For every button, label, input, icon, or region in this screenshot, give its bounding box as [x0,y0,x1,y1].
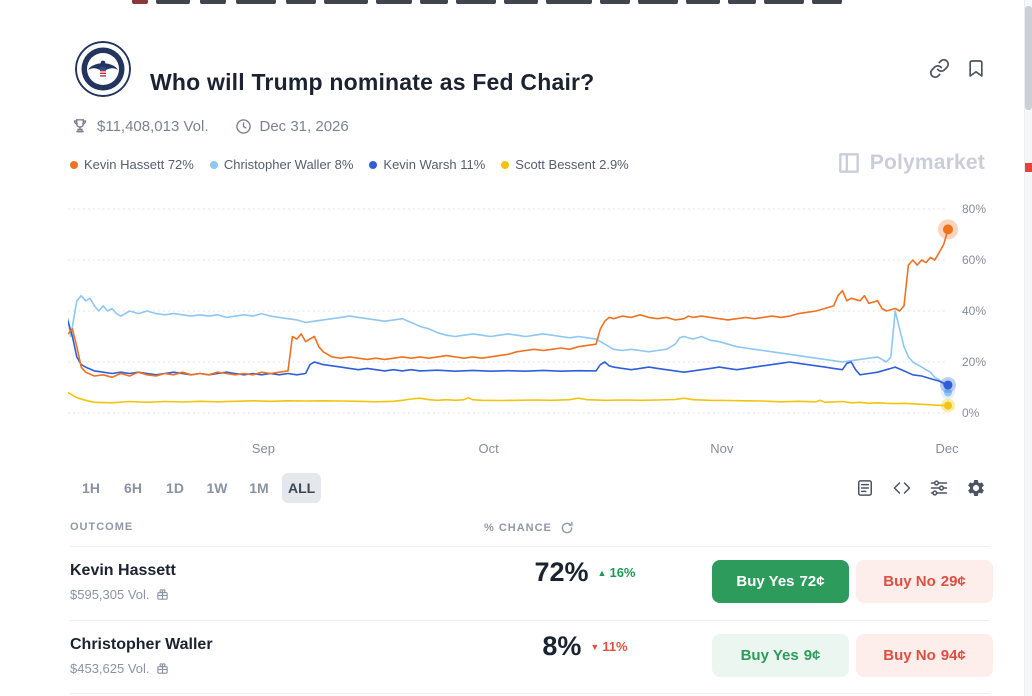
svg-text:60%: 60% [962,253,986,267]
legend-item-warsh: Kevin Warsh 11% [369,157,485,172]
chance-column-header: % CHANCE [484,522,552,534]
polymarket-watermark: Polymarket [836,150,985,176]
legend-label: Christopher Waller 8% [223,157,354,172]
legend-dot [209,160,218,169]
scrollbar-find-marker [1025,163,1032,172]
outcome-volume: $595,305 Vol. [70,587,150,602]
page-title: Who will Trump nominate as Fed Chair? [150,69,595,96]
legend-label: Kevin Hassett 72% [84,157,194,172]
svg-text:20%: 20% [962,355,986,369]
buy-yes-button[interactable]: Buy Yes 9¢ [712,634,849,677]
x-axis-label: Oct [478,441,499,456]
watermark-text: Polymarket [869,151,985,174]
timeframe-selector: 1H 6H 1D 1W 1M ALL [72,473,322,503]
news-button[interactable] [855,478,875,498]
legend-dot [70,160,78,169]
timeframe-6h[interactable]: 6H [114,473,152,503]
bookmark-icon [969,60,983,77]
buy-no-button[interactable]: Buy No 94¢ [856,634,993,677]
refresh-button[interactable] [560,521,574,535]
scrollbar-thumb[interactable] [1025,6,1032,110]
outcome-row-hassett: Kevin Hassett $595,305 Vol. 72% ▲ 16% Bu… [70,547,993,620]
gift-icon [156,663,168,674]
outcome-name[interactable]: Christopher Waller [70,636,213,653]
embed-code-icon [893,482,911,494]
news-icon [858,480,872,496]
gear-icon [968,479,984,496]
legend-item-bessent: Scott Bessent 2.9% [501,157,629,172]
x-axis-label: Sep [251,441,275,456]
legend-item-waller: Christopher Waller 8% [209,157,354,172]
link-icon [929,58,950,79]
chart-canvas[interactable]: 0% 20% 40% 60% 80% [68,203,1013,431]
fed-seal-icon [75,41,131,97]
browser-tab-strip [0,0,1032,6]
legend-label: Scott Bessent 2.9% [515,157,629,172]
chart-settings-button[interactable] [929,478,949,498]
market-volume: $11,408,013 Vol. [97,117,209,135]
settings-button[interactable] [966,478,986,498]
timeframe-1w[interactable]: 1W [198,473,236,503]
chance-change: ▼ 11% [590,639,628,654]
market-avatar [75,41,131,97]
gift-icon [156,589,168,600]
price-chart[interactable]: 0% 20% 40% 60% 80% Sep Oct Nov Dec [68,203,1018,465]
svg-text:40%: 40% [962,304,986,318]
x-axis-label: Dec [935,441,959,456]
clock-icon [235,118,251,134]
timeframe-all[interactable]: ALL [282,473,322,503]
timeframe-1d[interactable]: 1D [156,473,194,503]
legend-dot [369,160,378,169]
chance-value: 8% [542,631,582,661]
outcome-volume: $453,625 Vol. [70,661,150,676]
outcome-row-waller: Christopher Waller $453,625 Vol. 8% ▼ 11… [70,621,993,694]
timeframe-1m[interactable]: 1M [240,473,278,503]
chance-change: ▲ 16% [597,565,636,580]
timeframe-1h[interactable]: 1H [72,473,110,503]
buy-no-button[interactable]: Buy No 29¢ [856,560,993,603]
chart-x-axis: Sep Oct Nov Dec [68,441,959,459]
legend-item-hassett: Kevin Hassett 72% [70,157,194,172]
copy-link-button[interactable] [929,58,950,79]
svg-text:0%: 0% [962,406,980,420]
x-axis-label: Nov [710,441,734,456]
market-end-date: Dec 31, 2026 [259,117,349,135]
sliders-icon [930,480,948,496]
trophy-icon [73,119,87,133]
svg-text:80%: 80% [962,203,986,216]
polymarket-logo-icon [838,153,859,173]
bookmark-button[interactable] [966,58,986,79]
legend-label: Kevin Warsh 11% [383,157,486,172]
chart-legend: Kevin Hassett 72% Christopher Waller 8% … [70,157,629,172]
embed-button[interactable] [892,478,912,498]
chart-toolbar [855,478,986,498]
down-arrow-icon: ▼ [590,641,600,652]
up-arrow-icon: ▲ [597,567,607,578]
outcome-column-header: OUTCOME [70,521,134,533]
refresh-icon [561,521,573,534]
outcome-name[interactable]: Kevin Hassett [70,562,176,579]
buy-yes-button[interactable]: Buy Yes 72¢ [712,560,849,603]
scrollbar-track [1024,0,1032,696]
legend-dot [501,160,510,169]
chance-value: 72% [534,557,589,587]
